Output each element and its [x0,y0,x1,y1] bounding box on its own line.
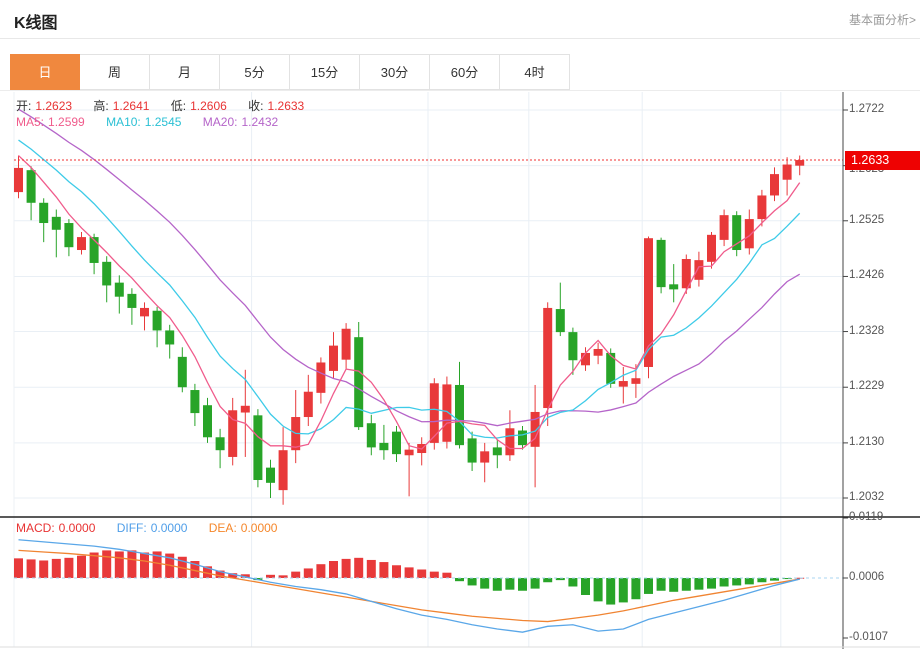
close-value: 1.2633 [267,99,305,113]
macd-label: MACD: [16,521,55,535]
macd-axis-label: 0.0006 [849,571,885,583]
tabbar-divider [0,90,920,91]
interval-tab-bar: 日 周 月 5分 15分 30分 60分 4时 [10,54,570,90]
dea-value: 0.0000 [240,521,278,535]
ma5-label: MA5: [16,115,45,129]
low-value: 1.2606 [190,99,227,113]
diff-value: 0.0000 [150,521,188,535]
open-label: 开: [16,99,32,113]
macd-value: 0.0000 [58,521,96,535]
ma-legend: MA5: 1.2599 MA10: 1.2545 MA20: 1.2432 [16,115,282,129]
macd-axis-label: 0.0119 [849,511,884,523]
title-divider [0,38,920,39]
tab-15min[interactable]: 15分 [290,54,360,90]
tab-30min[interactable]: 30分 [360,54,430,90]
close-label: 收: [248,99,264,113]
tab-4hour[interactable]: 4时 [500,54,570,90]
ma10-value: 1.2545 [144,115,182,129]
ohlc-legend: 开: 1.2623 高: 1.2641 低: 1.2606 收: 1.2633 [16,97,308,114]
chart-area [0,92,920,649]
tab-5min[interactable]: 5分 [220,54,290,90]
page-title: K线图 [14,15,58,32]
ma20-value: 1.2432 [241,115,279,129]
high-label: 高: [93,99,109,113]
y-axis-label: 1.2328 [849,325,885,337]
open-value: 1.2623 [35,99,73,113]
y-axis-label: 1.2525 [849,214,885,226]
tab-60min[interactable]: 60分 [430,54,500,90]
y-axis-label: 1.2426 [849,269,885,281]
ma20-label: MA20: [202,115,238,129]
high-value: 1.2641 [112,99,150,113]
ma10-label: MA10: [106,115,141,129]
tab-day[interactable]: 日 [10,54,80,90]
low-label: 低: [170,99,187,113]
chart-canvas[interactable] [0,92,920,649]
y-axis-label: 1.2229 [849,380,885,392]
y-axis-label: 1.2130 [849,436,885,448]
y-axis-label: 1.2032 [849,491,885,503]
y-axis-label: 1.2722 [849,103,885,115]
macd-legend: MACD: 0.0000 DIFF: 0.0000 DEA: 0.0000 [16,521,281,535]
macd-axis-label: -0.0107 [849,631,889,643]
fundamental-analysis-link[interactable]: 基本面分析> [848,13,916,27]
tab-month[interactable]: 月 [150,54,220,90]
current-price-tag: 1.2633 [845,151,920,170]
dea-label: DEA: [208,521,237,535]
ma5-value: 1.2599 [48,115,85,129]
diff-label: DIFF: [116,521,147,535]
tab-week[interactable]: 周 [80,54,150,90]
